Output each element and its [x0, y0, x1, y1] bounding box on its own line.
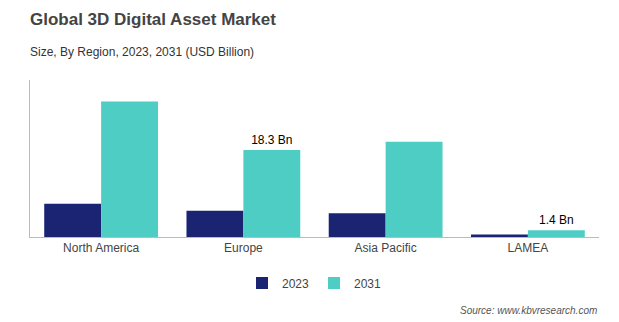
svg-text:LAMEA: LAMEA	[508, 241, 549, 255]
svg-text:Asia Pacific: Asia Pacific	[355, 241, 417, 255]
svg-text:Source: www.kbvresearch.com: Source: www.kbvresearch.com	[460, 305, 597, 316]
svg-text:1.4 Bn: 1.4 Bn	[539, 213, 574, 227]
svg-text:2031: 2031	[354, 277, 381, 291]
svg-text:18.3 Bn: 18.3 Bn	[251, 133, 292, 147]
svg-text:2023: 2023	[282, 277, 309, 291]
svg-text:Size, By Region, 2023, 2031 (U: Size, By Region, 2023, 2031 (USD Billion…	[30, 45, 254, 59]
svg-text:Global 3D Digital Asset Market: Global 3D Digital Asset Market	[30, 10, 276, 29]
svg-text:Europe: Europe	[224, 241, 263, 255]
svg-text:North America: North America	[63, 241, 139, 255]
